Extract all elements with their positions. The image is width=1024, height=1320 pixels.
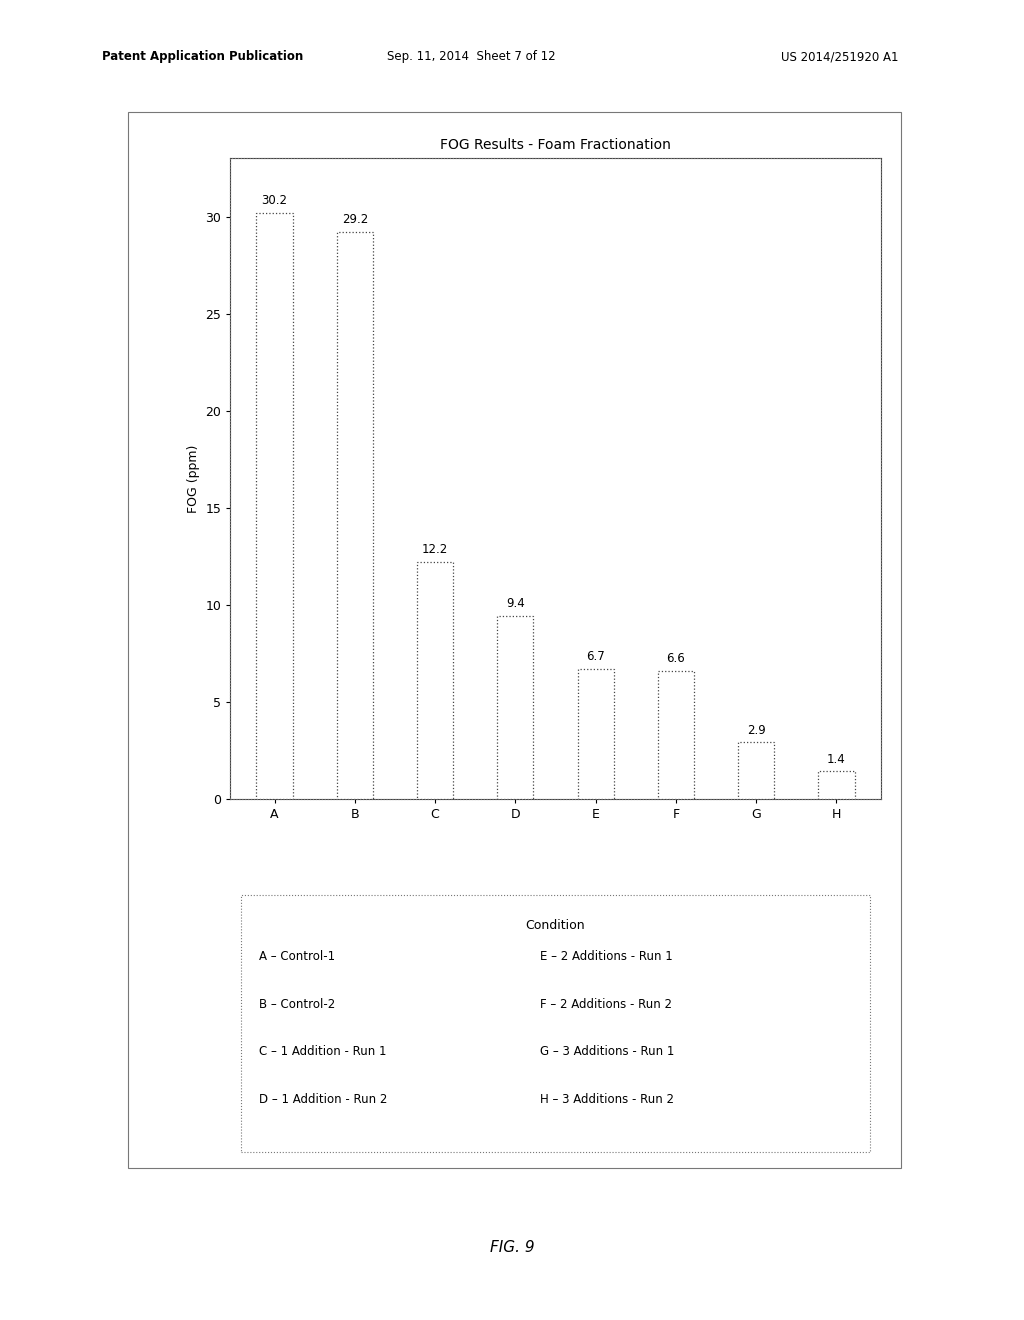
Text: FIG. 9: FIG. 9 (489, 1239, 535, 1255)
Bar (417, 562, 454, 799)
Text: 1.4: 1.4 (827, 752, 846, 766)
Text: 2.9: 2.9 (746, 723, 766, 737)
Text: Sep. 11, 2014  Sheet 7 of 12: Sep. 11, 2014 Sheet 7 of 12 (387, 50, 555, 63)
Bar (498, 616, 534, 799)
Bar (230, 158, 881, 799)
Bar (256, 213, 293, 799)
Text: H – 3 Additions - Run 2: H – 3 Additions - Run 2 (540, 1093, 674, 1106)
Y-axis label: FOG (ppm): FOG (ppm) (187, 445, 200, 512)
Text: 9.4: 9.4 (506, 598, 524, 610)
Text: D – 1 Addition - Run 2: D – 1 Addition - Run 2 (259, 1093, 387, 1106)
Text: F – 2 Additions - Run 2: F – 2 Additions - Run 2 (540, 998, 672, 1011)
Text: B – Control-2: B – Control-2 (259, 998, 335, 1011)
Title: FOG Results - Foam Fractionation: FOG Results - Foam Fractionation (440, 137, 671, 152)
Text: Condition: Condition (525, 919, 586, 932)
Text: US 2014/251920 A1: US 2014/251920 A1 (781, 50, 898, 63)
Text: C – 1 Addition - Run 1: C – 1 Addition - Run 1 (259, 1045, 387, 1059)
Text: 6.6: 6.6 (667, 652, 685, 665)
Text: 29.2: 29.2 (342, 214, 368, 226)
Bar (337, 232, 373, 799)
Text: 30.2: 30.2 (261, 194, 288, 207)
Bar (818, 771, 855, 799)
Text: A – Control-1: A – Control-1 (259, 950, 335, 964)
Bar (578, 669, 613, 799)
Text: E – 2 Additions - Run 1: E – 2 Additions - Run 1 (540, 950, 673, 964)
Text: Patent Application Publication: Patent Application Publication (102, 50, 304, 63)
Text: 12.2: 12.2 (422, 543, 449, 556)
Bar (738, 742, 774, 799)
Bar (657, 671, 694, 799)
Text: G – 3 Additions - Run 1: G – 3 Additions - Run 1 (540, 1045, 674, 1059)
Text: 6.7: 6.7 (587, 649, 605, 663)
